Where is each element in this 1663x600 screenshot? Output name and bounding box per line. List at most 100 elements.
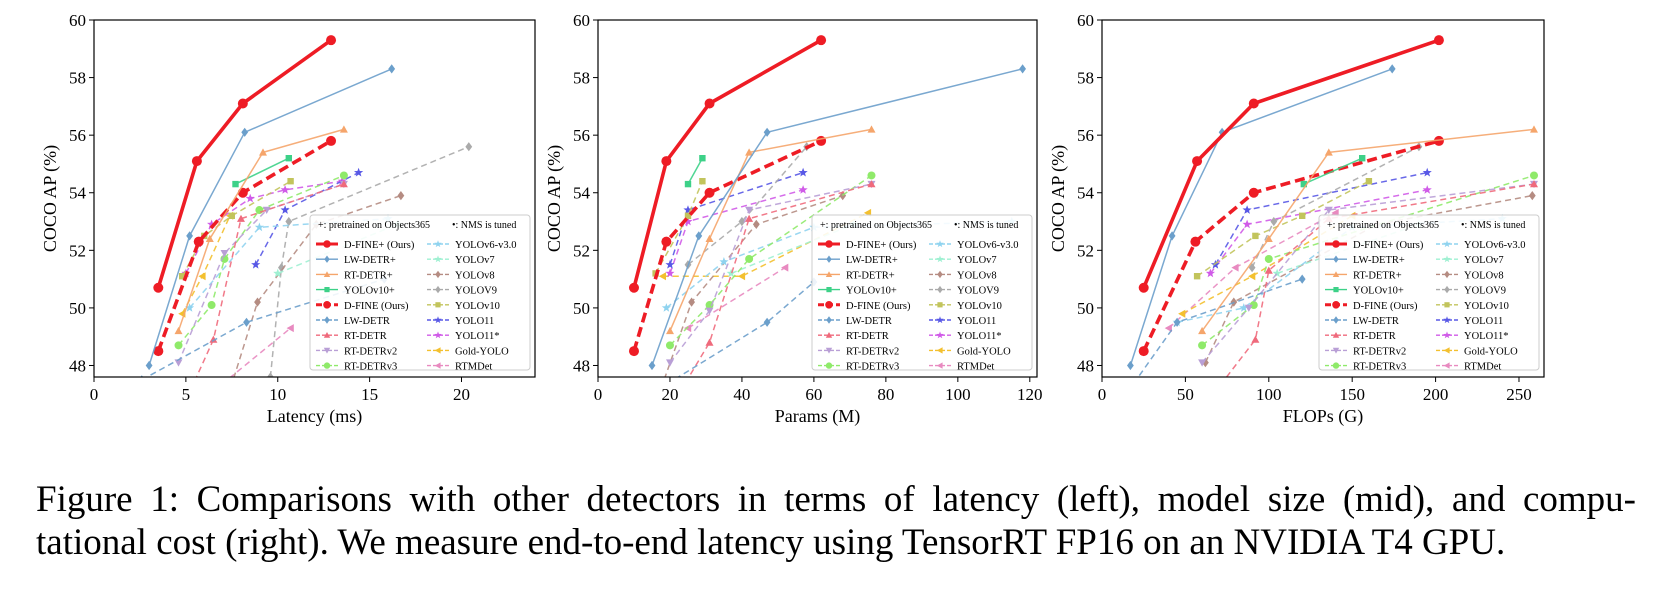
x-tick-label: 150	[1339, 385, 1365, 404]
series-line-rt-detr-plus	[177, 128, 345, 332]
legend-entry-yolov10: YOLOv10	[427, 301, 500, 312]
point-yolo11	[280, 205, 290, 214]
legend-label: RT-DETR+	[846, 270, 895, 281]
point-yolo11-star	[665, 268, 675, 278]
legend-entry-rt-detrv2: RT-DETRv2	[818, 346, 899, 357]
point-gold-yolo	[198, 272, 206, 281]
y-tick-label: 58	[69, 69, 86, 88]
legend-label: YOLOv7	[957, 255, 997, 266]
legend-marker	[1332, 301, 1340, 309]
point-yolov6-v3-0	[185, 303, 195, 312]
series-yolov10-plus	[232, 155, 292, 188]
y-tick-label: 56	[1077, 126, 1094, 145]
series-rt-detrv2	[1198, 180, 1538, 367]
legend-marker	[324, 255, 330, 263]
legend-label: LW-DETR	[344, 316, 390, 327]
legend-entry-lw-detr: LW-DETR	[818, 316, 892, 327]
x-tick-label: 20	[661, 385, 678, 404]
legend-marker	[1332, 347, 1340, 354]
legend-marker	[1444, 302, 1450, 308]
point-d-fine-ours	[1433, 135, 1444, 146]
series-line-yolov7	[730, 223, 854, 275]
point-gold-yolo	[658, 272, 666, 281]
legend-label: RT-DETRv2	[344, 346, 397, 357]
point-lw-detr-plus	[763, 127, 771, 137]
legend-entry-yolo11-star: YOLO11*	[929, 331, 1002, 342]
point-yolov10-plus	[684, 180, 692, 188]
y-tick-label: 50	[69, 299, 86, 318]
point-lw-detr-plus	[648, 360, 656, 371]
legend-marker	[936, 255, 944, 263]
point-yolov10-plus	[232, 180, 239, 188]
legend-marker	[435, 285, 441, 294]
legend-marker	[826, 255, 832, 263]
point-rtmdet	[202, 393, 209, 401]
point-rt-detrv3	[867, 171, 876, 180]
legend-entry-lw-detr-plus: LW-DETR+	[316, 255, 396, 266]
legend-marker	[323, 362, 331, 369]
y-tick-label: 54	[69, 184, 87, 203]
legend-note-pretrained: +: pretrained on Objects365	[1327, 220, 1439, 231]
point-yolo11-star	[337, 176, 347, 186]
series-line-lw-detr-plus	[148, 68, 392, 366]
point-lw-detr-plus	[1218, 127, 1226, 137]
point-rt-detr-plus	[174, 326, 183, 335]
series-d-fine-ours	[153, 135, 337, 357]
legend-label: YOLOv10+	[1353, 286, 1404, 297]
point-yolo11	[251, 259, 261, 269]
legend-marker	[435, 270, 441, 279]
legend-marker	[826, 287, 832, 293]
legend-frame	[309, 214, 531, 371]
point-rt-detrv3	[255, 206, 264, 215]
legend-entry-rt-detr: RT-DETR	[316, 331, 387, 342]
point-rtmdet	[781, 263, 789, 272]
caption-line-2: tational cost (right). We measure end-to…	[36, 522, 1506, 563]
legend-entry-yolov10-plus: YOLOv10+	[1325, 286, 1404, 297]
series-rtmdet	[202, 324, 294, 401]
point-rt-detr-plus	[1198, 326, 1207, 335]
point-yolov10	[1365, 178, 1373, 185]
legend-label: Gold-YOLO	[957, 346, 1011, 357]
legend-entry-d-fine-plus-ours: D-FINE+ (Ours)	[316, 240, 415, 251]
legend-marker	[434, 255, 442, 263]
point-yolov7	[1272, 268, 1282, 278]
point-yolo11	[1422, 167, 1432, 177]
point-yolov10-plus	[1359, 155, 1366, 162]
point-rtmdet	[1164, 324, 1172, 333]
series-yolov10-plus	[684, 155, 706, 188]
legend-entry-rt-detrv2: RT-DETRv2	[1325, 346, 1406, 357]
legend-entry-rt-detrv3: RT-DETRv3	[1325, 362, 1406, 373]
legend-entry-yolo11-star: YOLO11*	[1436, 331, 1509, 342]
legend-entry-yolov8: YOLOv8	[1436, 270, 1504, 281]
legend-marker	[434, 362, 441, 369]
legend-entry-yolov9: YOLOV9	[929, 286, 999, 297]
point-d-fine-plus-ours	[191, 156, 202, 167]
legend-label: RT-DETRv3	[846, 362, 899, 373]
legend-entry-yolo11: YOLO11	[427, 316, 494, 327]
legend-label: D-FINE (Ours)	[344, 301, 409, 312]
series-line-yolov10-plus	[235, 157, 290, 185]
point-rt-detr	[1251, 335, 1260, 343]
point-rt-detr-plus	[867, 125, 876, 133]
point-rt-detrv3	[745, 254, 754, 263]
legend-marker	[937, 285, 943, 294]
series-yolo11	[665, 167, 808, 269]
point-rt-detrv3	[705, 301, 714, 310]
x-tick-label: 10	[269, 385, 286, 404]
point-rt-detr	[339, 180, 348, 188]
legend-marker	[1443, 362, 1450, 369]
legend-label: YOLOv8	[455, 270, 495, 281]
legend-entry-rt-detr-plus: RT-DETR+	[316, 270, 393, 281]
legend-label: YOLOv6-v3.0	[1464, 240, 1526, 251]
legend-label: YOLOv10	[455, 301, 500, 312]
legend-label: RT-DETRv3	[1353, 362, 1406, 373]
y-tick-label: 48	[69, 356, 86, 375]
point-rt-detrv3	[339, 171, 348, 180]
point-rt-detr-plus	[666, 326, 674, 335]
x-axis-label: Params (M)	[775, 406, 860, 427]
legend-marker	[825, 301, 833, 309]
chart-flops: 48 50 52 54 56 58 60 0 50 100 150 200 250 FLOPs (G) CO…	[1048, 11, 1545, 427]
point-yolo11-star	[683, 216, 693, 226]
point-d-fine-ours	[326, 135, 337, 146]
y-tick-label: 52	[573, 241, 590, 260]
